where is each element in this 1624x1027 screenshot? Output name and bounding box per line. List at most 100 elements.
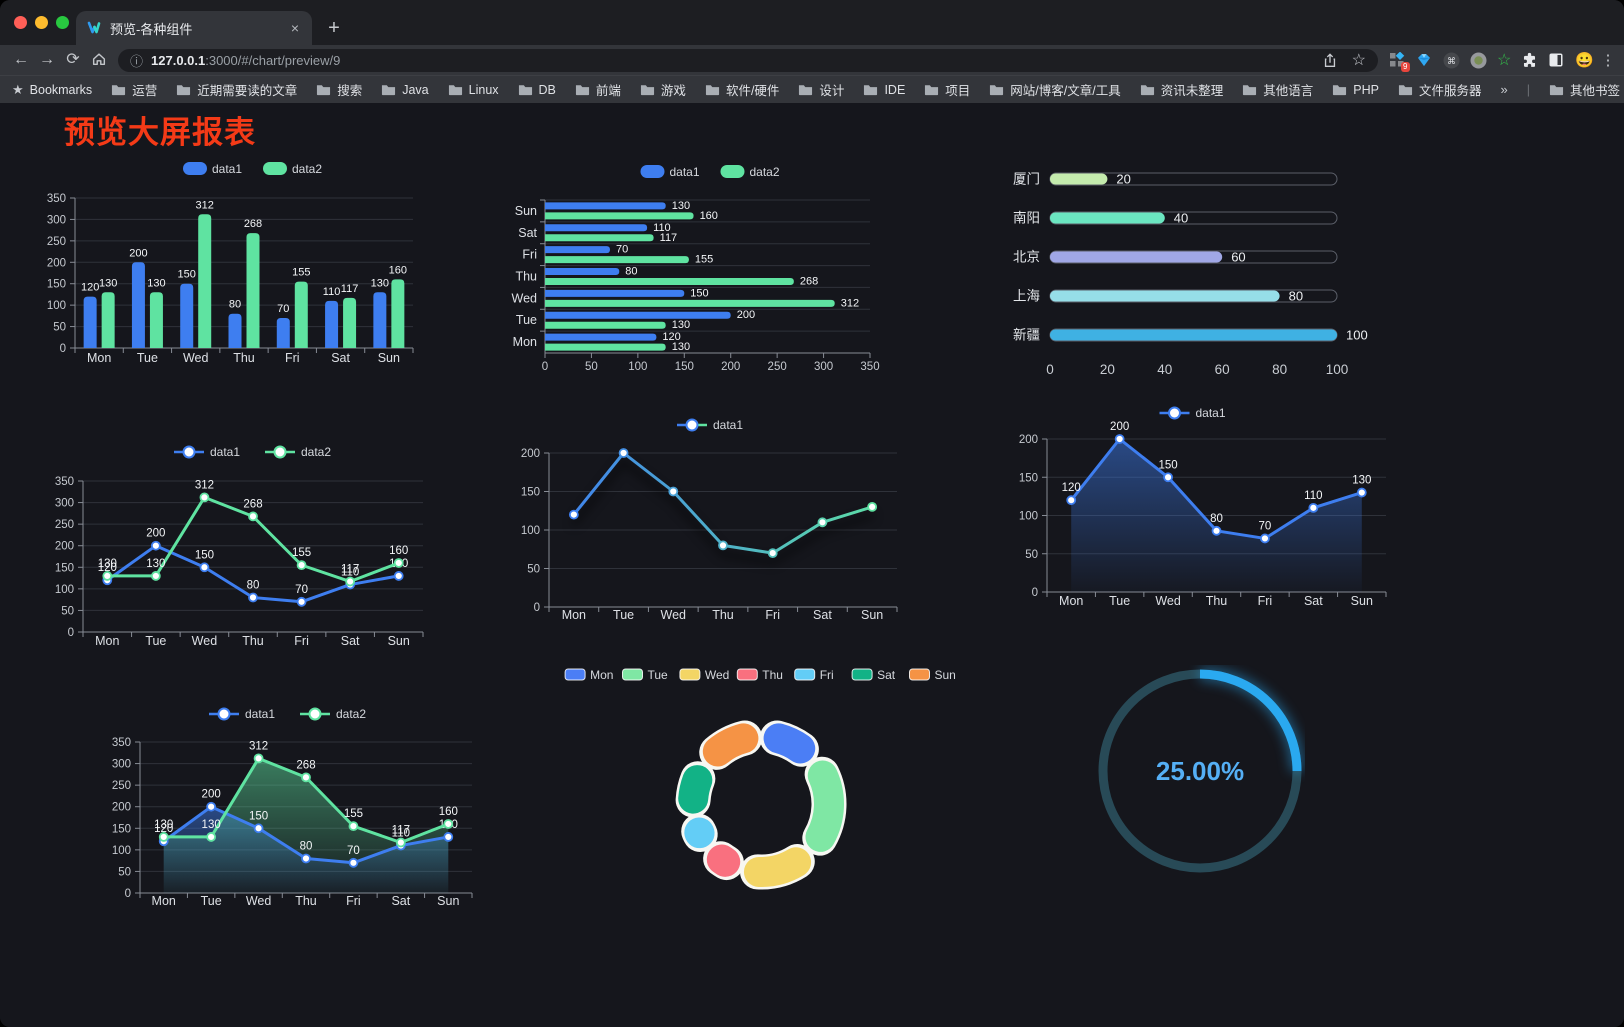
address-bar[interactable]: ⓘ 127.0.0.1 :3000/#/chart/preview/9 ☆ [118, 48, 1378, 72]
svg-text:Thu: Thu [233, 351, 255, 365]
profile-avatar[interactable]: 😀 [1575, 52, 1594, 69]
svg-text:Sun: Sun [437, 894, 459, 908]
svg-text:150: 150 [1019, 472, 1038, 484]
svg-text:data1: data1 [212, 162, 242, 176]
browser-menu-icon[interactable]: ⋮ [1600, 52, 1616, 69]
reload-icon[interactable]: ⟳ [66, 51, 80, 68]
svg-text:80: 80 [1289, 289, 1303, 304]
svg-text:150: 150 [195, 549, 214, 561]
record-circle-icon[interactable] [1470, 52, 1487, 69]
svg-text:Tue: Tue [137, 351, 158, 365]
bookmarks-overflow-chevron[interactable]: » [1500, 82, 1508, 97]
back-icon[interactable]: ← [13, 51, 29, 68]
chart-area-line: data1 0 50 100 150 200 Mon Tue Wed Thu Fri Sat Sun 12… [985, 403, 1405, 615]
svg-text:268: 268 [243, 498, 262, 510]
folder-icon [864, 85, 878, 96]
svg-text:130: 130 [371, 277, 389, 289]
svg-text:300: 300 [112, 759, 131, 771]
svg-text:0: 0 [125, 888, 131, 900]
bookmark-folder[interactable]: 项目 [924, 80, 970, 99]
svg-text:新疆: 新疆 [1013, 328, 1040, 343]
svg-text:130: 130 [202, 819, 221, 831]
svg-text:110: 110 [341, 567, 359, 579]
bookmarks-manager[interactable]: ★ Bookmarks [12, 82, 92, 98]
svg-text:0: 0 [1046, 362, 1054, 377]
bookmark-folder[interactable]: Java [381, 80, 429, 99]
chart-dual-line: data1 data2 0 50 100 150 200 250 300 350 Mon Tue Wed… [45, 440, 465, 660]
browser-tab[interactable]: 预览-各种组件 × [76, 11, 312, 45]
close-window-button[interactable] [14, 16, 27, 29]
bookmark-label: 前端 [595, 84, 621, 98]
svg-text:80: 80 [625, 266, 637, 278]
side-panel-icon[interactable] [1548, 52, 1564, 68]
svg-text:Fri: Fri [765, 608, 780, 622]
url-path: :3000/#/chart/preview/9 [205, 52, 341, 68]
svg-text:Fri: Fri [820, 668, 834, 682]
tab-close-icon[interactable]: × [290, 20, 299, 36]
bookmark-folder[interactable]: PHP [1332, 80, 1379, 99]
svg-text:Sun: Sun [935, 668, 956, 682]
bookmark-folder[interactable]: 近期需要读的文章 [176, 80, 297, 99]
other-bookmarks[interactable]: 其他书签 [1549, 80, 1620, 99]
svg-text:70: 70 [277, 303, 289, 315]
minimize-window-button[interactable] [35, 16, 48, 29]
extensions-puzzle-icon[interactable] [1521, 52, 1538, 69]
svg-text:南阳: 南阳 [1013, 211, 1040, 226]
svg-text:110: 110 [392, 828, 410, 840]
xdebug-star-icon[interactable]: ☆ [1496, 52, 1512, 69]
folder-icon [112, 85, 126, 96]
svg-text:70: 70 [616, 244, 628, 256]
svg-text:300: 300 [47, 214, 66, 226]
share-icon[interactable] [1322, 52, 1338, 69]
new-tab-button[interactable]: + [328, 17, 340, 39]
svg-text:150: 150 [675, 361, 694, 373]
svg-text:130: 130 [1352, 475, 1371, 487]
bookmark-folder[interactable]: 网站/博客/文章/工具 [989, 80, 1121, 99]
bookmark-folder[interactable]: IDE [863, 80, 905, 99]
extension-grid-icon[interactable]: 9 [1389, 52, 1410, 72]
svg-text:250: 250 [112, 780, 131, 792]
svg-text:Thu: Thu [515, 270, 537, 284]
chart-grouped-bar: data1 data2 0 50 100 150 200 250 300 350 Mon Tue Wed… [45, 155, 465, 375]
bookmarks-divider: | [1526, 82, 1530, 97]
bookmark-folder[interactable]: 前端 [575, 80, 621, 99]
folder-icon [448, 85, 462, 96]
bookmark-star-icon[interactable]: ☆ [1351, 52, 1366, 69]
bookmark-folder[interactable]: 资讯未整理 [1140, 80, 1224, 99]
svg-text:312: 312 [196, 199, 214, 211]
bookmark-folder[interactable]: Linux [448, 80, 499, 99]
svg-text:50: 50 [1025, 549, 1038, 561]
svg-text:130: 130 [672, 200, 690, 212]
bookmark-label: 搜索 [337, 84, 363, 98]
svg-text:117: 117 [392, 825, 410, 837]
svg-text:250: 250 [47, 236, 66, 248]
vue-devtools-gem-icon[interactable] [1415, 53, 1433, 68]
svg-text:80: 80 [1272, 362, 1287, 377]
bookmark-folder[interactable]: 设计 [798, 80, 844, 99]
bookmark-label: 资讯未整理 [1160, 84, 1224, 98]
bookmark-folder[interactable]: 文件服务器 [1398, 80, 1481, 99]
svg-text:data1: data1 [713, 418, 743, 432]
folder-icon [317, 85, 331, 96]
bookmark-folder[interactable]: 软件/硬件 [705, 80, 779, 99]
favicon-v-logo-icon [87, 21, 101, 34]
bookmark-folder[interactable]: 游戏 [640, 80, 686, 99]
bookmark-folder[interactable]: 运营 [111, 80, 157, 99]
maximize-window-button[interactable] [56, 16, 69, 29]
svg-text:100: 100 [1019, 511, 1038, 523]
svg-text:200: 200 [55, 541, 74, 553]
svg-text:0: 0 [68, 627, 74, 639]
chart-capsule-progress: 厦门 20 南阳 40 北京 60 上海 80 新疆 100 0 20 40 60 80 100 [1000, 162, 1400, 387]
command-circle-icon[interactable]: ⌘ [1443, 52, 1460, 69]
svg-text:Sun: Sun [378, 351, 400, 365]
bookmark-folder[interactable]: 搜索 [316, 80, 362, 99]
svg-text:70: 70 [295, 584, 308, 596]
url-host: 127.0.0.1 [151, 52, 206, 68]
bookmark-folder[interactable]: 其他语言 [1242, 80, 1313, 99]
site-info-icon[interactable]: ⓘ [130, 53, 144, 69]
svg-text:60: 60 [1231, 250, 1245, 265]
forward-icon[interactable]: → [39, 51, 55, 68]
bookmark-folder[interactable]: DB [518, 80, 556, 99]
home-icon[interactable] [86, 47, 112, 73]
svg-text:130: 130 [147, 277, 165, 289]
